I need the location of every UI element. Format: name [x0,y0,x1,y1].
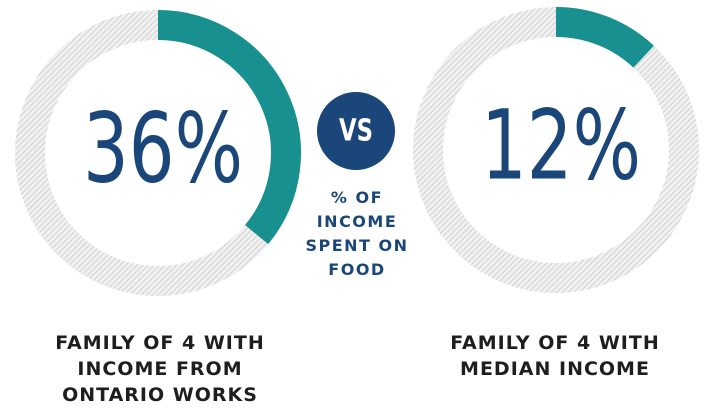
vs-badge [317,92,395,170]
caption: FAMILY OF 4 WITH MEDIAN INCOME [450,332,660,380]
donut-segment [157,10,301,245]
center-label: % OF INCOME SPENT ON FOOD [305,188,409,279]
donut-segment [555,7,654,68]
vs-text: VS [339,114,373,149]
caption: FAMILY OF 4 WITH INCOME FROM ONTARIO WOR… [55,332,265,406]
value-label: 12% [481,89,641,201]
value-label: 36% [83,92,243,204]
